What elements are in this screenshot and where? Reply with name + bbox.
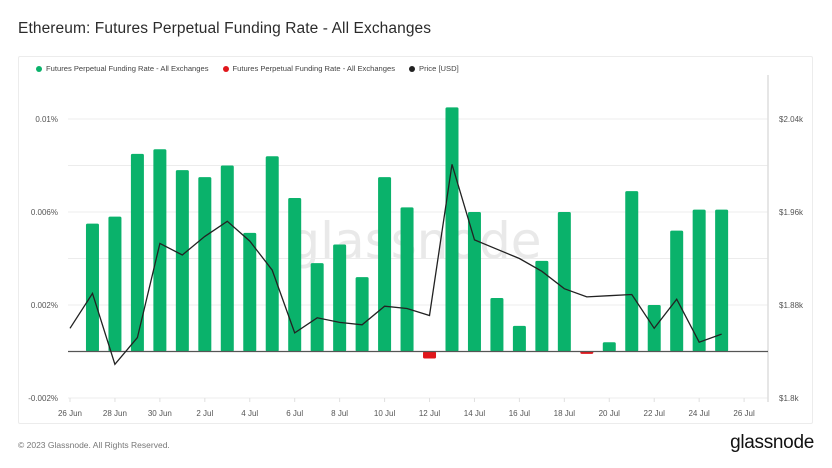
x-tick-label: 4 Jul xyxy=(241,409,258,418)
x-tick-label: 16 Jul xyxy=(509,409,531,418)
bar-21-jul xyxy=(625,191,639,352)
bar-15-jul xyxy=(490,298,504,352)
x-tick-label: 2 Jul xyxy=(196,409,213,418)
bar-18-jul xyxy=(557,212,571,352)
price-line-group xyxy=(69,164,722,366)
bar-13-jul xyxy=(445,107,459,352)
x-tick-label: 26 Jul xyxy=(733,409,755,418)
y-tick-label: 0.006% xyxy=(31,208,58,217)
x-tick-label: 12 Jul xyxy=(419,409,441,418)
bar-1-jul xyxy=(175,170,189,352)
bar-14-jul xyxy=(467,212,481,352)
glassnode-logo[interactable]: glassnode xyxy=(730,432,814,453)
legend-label: Futures Perpetual Funding Rate - All Exc… xyxy=(232,64,396,73)
bar-20-jul xyxy=(602,342,616,352)
y-tick-label: -0.002% xyxy=(28,394,58,403)
legend-item-funding-positive[interactable]: Futures Perpetual Funding Rate - All Exc… xyxy=(36,64,209,73)
copyright-text: © 2023 Glassnode. All Rights Reserved. xyxy=(18,440,170,450)
bar-5-jul xyxy=(265,156,279,352)
bar-10-jul xyxy=(378,177,392,352)
legend-label: Price [USD] xyxy=(419,64,459,73)
y2-tick-label: $2.04k xyxy=(779,115,804,124)
x-tick-label: 24 Jul xyxy=(688,409,710,418)
legend-item-funding-negative[interactable]: Futures Perpetual Funding Rate - All Exc… xyxy=(222,64,396,73)
bars xyxy=(68,107,768,359)
x-axis: 26 Jun 28 Jun 30 Jun 2 Jul 4 Jul 6 Jul 8 Jul 10… xyxy=(58,398,755,418)
bar-7-jul xyxy=(310,263,324,352)
bar-9-jul xyxy=(355,277,369,352)
x-tick-label: 20 Jul xyxy=(599,409,621,418)
bar-4-jul xyxy=(243,232,257,352)
y2-tick-label: $1.88k xyxy=(779,301,804,310)
bar-25-jul xyxy=(715,209,729,352)
bar-8-jul xyxy=(333,244,347,352)
bar-3-jul xyxy=(220,165,234,352)
bar-6-jul xyxy=(288,198,302,352)
legend-dot-icon xyxy=(222,65,229,72)
bar-11-jul xyxy=(400,207,414,352)
x-tick-label: 18 Jul xyxy=(554,409,576,418)
legend-label: Futures Perpetual Funding Rate - All Exc… xyxy=(46,64,209,73)
bar-29-jun xyxy=(130,153,144,352)
y-tick-label: 0.002% xyxy=(31,301,58,310)
legend-item-price[interactable]: Price [USD] xyxy=(409,64,459,73)
bar-27-jun xyxy=(85,223,99,352)
legend-dot-icon xyxy=(36,65,42,72)
y-axis-right: $2.04k $1.96k $1.88k $1.8k xyxy=(779,115,804,403)
bar-17-jul xyxy=(535,260,549,352)
watermark: glassnode xyxy=(288,212,541,270)
bar-24-jul xyxy=(692,209,706,352)
chart-card xyxy=(18,56,813,424)
y-axis-left: 0.01% 0.006% 0.002% -0.002% xyxy=(28,115,58,403)
x-tick-label: 8 Jul xyxy=(331,409,348,418)
y2-tick-label: $1.96k xyxy=(779,208,804,217)
x-tick-label: 6 Jul xyxy=(286,409,303,418)
legend-dot-icon xyxy=(409,65,416,72)
y-tick-label: 0.01% xyxy=(35,115,58,124)
bar-12-jul xyxy=(423,351,437,359)
price-line xyxy=(69,164,722,366)
chart-legend: Futures Perpetual Funding Rate - All Exc… xyxy=(36,64,473,73)
chart-title: Ethereum: Futures Perpetual Funding Rate… xyxy=(18,20,432,37)
bar-2-jul xyxy=(198,177,212,352)
x-tick-label: 14 Jul xyxy=(464,409,486,418)
bar-28-jun xyxy=(108,216,122,352)
bar-23-jul xyxy=(670,230,684,352)
x-tick-label: 26 Jun xyxy=(58,409,82,418)
bar-30-jun xyxy=(153,149,167,352)
x-tick-label: 10 Jul xyxy=(374,409,396,418)
x-tick-label: 22 Jul xyxy=(644,409,666,418)
x-tick-label: 28 Jun xyxy=(103,409,127,418)
y2-tick-label: $1.8k xyxy=(779,394,800,403)
x-tick-label: 30 Jun xyxy=(148,409,172,418)
bar-16-jul xyxy=(512,325,526,352)
